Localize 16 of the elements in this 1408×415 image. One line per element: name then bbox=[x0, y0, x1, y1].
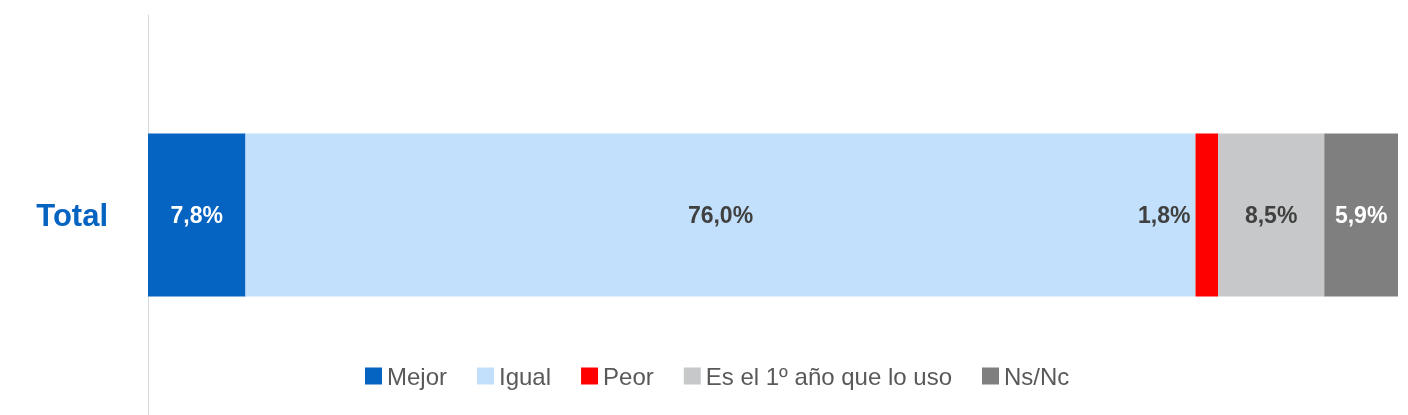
bar bbox=[148, 133, 246, 297]
legend-label: Igual bbox=[499, 362, 552, 390]
bar bbox=[1218, 133, 1325, 297]
legend-label: Mejor bbox=[387, 362, 448, 390]
legend-label: Peor bbox=[603, 362, 654, 390]
bar bbox=[1324, 133, 1398, 297]
y-tick-label: Total bbox=[36, 197, 108, 233]
bar bbox=[245, 133, 1196, 297]
data-label: 1,8% bbox=[1138, 202, 1191, 228]
data-label: 7,8% bbox=[170, 202, 223, 228]
data-label: 8,5% bbox=[1244, 202, 1298, 228]
data-label: 5,9% bbox=[1334, 202, 1388, 228]
legend-label: Es el 1º año que lo uso bbox=[705, 362, 953, 390]
bar bbox=[1195, 133, 1218, 297]
data-label: 76,0% bbox=[687, 202, 754, 228]
legend-label: Ns/Nc bbox=[1004, 362, 1070, 390]
